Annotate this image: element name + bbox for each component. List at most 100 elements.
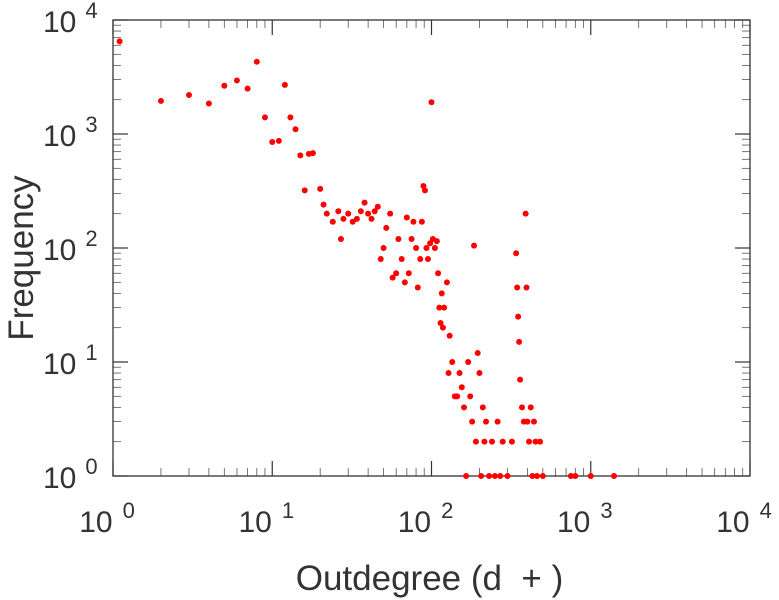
data-point [337,235,344,242]
data-point [441,304,448,311]
data-point [435,270,442,277]
data-point [472,438,479,445]
data-point [253,58,260,65]
tick-exponent: 3 [600,498,612,523]
data-point [205,100,212,107]
data-points [116,38,618,479]
data-point [491,473,498,479]
plot-frame [112,19,751,477]
data-point [244,85,251,92]
data-point [514,284,521,291]
data-point [421,187,428,194]
data-point [518,404,525,411]
data-point [233,77,240,84]
data-point [534,473,541,479]
data-point [221,82,228,89]
data-point [438,290,445,297]
tick-exponent: 0 [85,454,97,479]
y-tick-label: 10 1 [43,340,98,381]
data-point [428,99,435,106]
data-point [526,438,533,445]
data-point [405,270,412,277]
data-point [371,208,378,215]
x-tick-label: 10 1 [238,498,294,539]
data-point [523,284,530,291]
tick-base: 10 [43,462,76,495]
data-point [439,324,446,331]
data-point [433,238,440,245]
data-point [309,150,316,157]
data-point [410,218,417,225]
data-point [483,418,490,425]
data-point [478,473,485,479]
data-point [157,97,164,104]
data-point [387,210,394,217]
data-point [529,473,536,479]
data-point [374,203,381,210]
data-point [539,473,546,479]
data-point [517,376,524,383]
data-point [417,256,424,263]
data-point [340,215,347,222]
tick-base: 10 [716,506,749,539]
data-point [275,137,282,144]
data-point [461,404,468,411]
data-point [377,256,384,263]
data-point [431,245,438,251]
data-point [395,235,402,242]
data-point [368,215,375,222]
data-point [383,224,390,231]
data-point [471,242,478,249]
data-point [476,370,483,377]
data-point [418,218,425,225]
data-point [497,473,504,479]
data-point [317,185,324,192]
data-point [365,210,372,217]
data-point [437,319,444,326]
data-point [458,384,465,391]
tick-base: 10 [398,506,431,539]
x-tick-label: 10 2 [398,498,454,539]
data-point [527,404,534,411]
data-point [463,473,470,479]
data-point [522,210,529,217]
tick-exponent: 1 [85,340,97,365]
data-point [269,139,276,146]
data-point [423,245,430,251]
data-point [413,245,420,251]
data-point [449,359,456,365]
data-point [393,270,400,277]
data-point [345,210,352,217]
major-ticks [112,19,751,477]
data-point [515,313,522,320]
tick-exponent: 1 [282,498,294,523]
data-point [611,473,618,479]
tick-exponent: 4 [760,498,772,523]
data-point [532,438,539,445]
data-point [414,284,421,291]
data-point [499,438,506,445]
data-point [567,473,574,479]
data-point [479,404,486,411]
data-point [427,240,434,247]
y-tick-label: 10 2 [43,226,98,267]
data-point [572,473,579,479]
data-point [401,279,408,286]
data-point [481,438,488,445]
data-point [474,349,481,356]
x-axis-label: Outdegree (d + ) [296,559,564,598]
data-point [297,152,304,159]
data-point [486,473,493,479]
data-point [292,126,299,133]
data-point [446,332,453,339]
data-point [445,370,452,377]
data-point [508,438,515,445]
data-point [287,114,294,121]
data-point [403,214,410,221]
tick-base: 10 [43,6,76,39]
y-tick-label: 10 0 [43,454,98,495]
data-point [443,279,450,286]
x-tick-label: 10 3 [557,498,613,539]
data-point [524,418,531,425]
tick-base: 10 [43,348,76,381]
